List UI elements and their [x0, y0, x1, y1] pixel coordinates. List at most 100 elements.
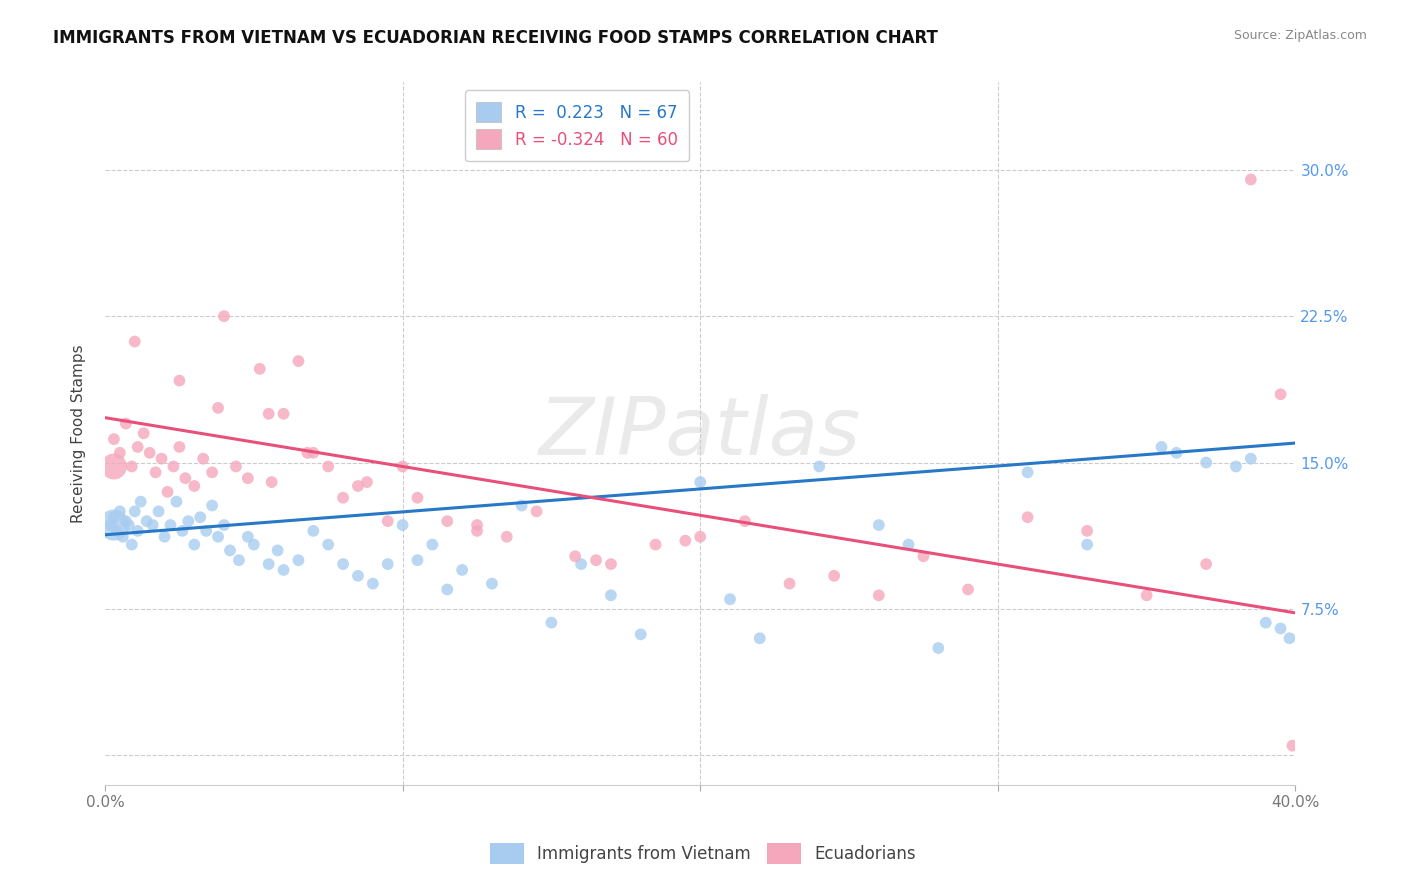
- Point: [1136, 588, 1159, 602]
- Point: [451, 563, 474, 577]
- Point: [135, 514, 157, 528]
- Point: [1076, 524, 1098, 538]
- Point: [287, 553, 309, 567]
- Point: [124, 334, 146, 349]
- Point: [188, 510, 211, 524]
- Point: [121, 537, 143, 551]
- Point: [169, 440, 191, 454]
- Legend: R =  0.223   N = 67, R = -0.324   N = 60: R = 0.223 N = 67, R = -0.324 N = 60: [464, 90, 689, 161]
- Point: [105, 524, 128, 538]
- Point: [957, 582, 980, 597]
- Point: [127, 440, 149, 454]
- Point: [912, 549, 935, 564]
- Point: [1150, 440, 1173, 454]
- Point: [243, 537, 266, 551]
- Point: [540, 615, 562, 630]
- Point: [868, 518, 890, 533]
- Point: [153, 530, 176, 544]
- Point: [108, 446, 131, 460]
- Point: [103, 459, 125, 474]
- Point: [1240, 451, 1263, 466]
- Point: [823, 569, 845, 583]
- Y-axis label: Receiving Food Stamps: Receiving Food Stamps: [72, 344, 86, 523]
- Point: [183, 537, 205, 551]
- Point: [273, 563, 295, 577]
- Point: [150, 451, 173, 466]
- Point: [1225, 459, 1247, 474]
- Point: [569, 557, 592, 571]
- Point: [193, 451, 215, 466]
- Point: [142, 518, 165, 533]
- Point: [162, 459, 184, 474]
- Point: [100, 518, 122, 533]
- Point: [436, 582, 458, 597]
- Point: [108, 504, 131, 518]
- Point: [212, 518, 235, 533]
- Point: [228, 553, 250, 567]
- Point: [718, 592, 741, 607]
- Point: [689, 530, 711, 544]
- Point: [129, 494, 152, 508]
- Point: [121, 459, 143, 474]
- Point: [219, 543, 242, 558]
- Point: [1166, 446, 1188, 460]
- Point: [585, 553, 607, 567]
- Point: [1240, 172, 1263, 186]
- Point: [165, 494, 187, 508]
- Point: [201, 466, 224, 480]
- Point: [347, 479, 370, 493]
- Point: [1254, 615, 1277, 630]
- Point: [748, 632, 770, 646]
- Point: [332, 557, 354, 571]
- Point: [644, 537, 666, 551]
- Point: [356, 475, 378, 489]
- Point: [1270, 622, 1292, 636]
- Point: [406, 553, 429, 567]
- Point: [132, 426, 155, 441]
- Point: [1017, 466, 1039, 480]
- Point: [391, 459, 413, 474]
- Point: [273, 407, 295, 421]
- Point: [169, 374, 191, 388]
- Point: [1195, 456, 1218, 470]
- Point: [207, 401, 229, 415]
- Point: [212, 309, 235, 323]
- Point: [1278, 632, 1301, 646]
- Point: [1076, 537, 1098, 551]
- Point: [156, 484, 179, 499]
- Point: [260, 475, 283, 489]
- Point: [118, 518, 141, 533]
- Text: Source: ZipAtlas.com: Source: ZipAtlas.com: [1233, 29, 1367, 43]
- Point: [689, 475, 711, 489]
- Point: [111, 530, 134, 544]
- Point: [236, 471, 259, 485]
- Point: [266, 543, 288, 558]
- Point: [127, 524, 149, 538]
- Point: [225, 459, 247, 474]
- Point: [422, 537, 444, 551]
- Point: [600, 588, 623, 602]
- Point: [114, 417, 136, 431]
- Point: [495, 530, 517, 544]
- Point: [145, 466, 167, 480]
- Point: [436, 514, 458, 528]
- Point: [183, 479, 205, 493]
- Point: [1270, 387, 1292, 401]
- Point: [302, 446, 325, 460]
- Point: [114, 514, 136, 528]
- Point: [103, 518, 125, 533]
- Point: [297, 446, 319, 460]
- Point: [138, 446, 160, 460]
- Point: [377, 514, 399, 528]
- Point: [207, 530, 229, 544]
- Text: IMMIGRANTS FROM VIETNAM VS ECUADORIAN RECEIVING FOOD STAMPS CORRELATION CHART: IMMIGRANTS FROM VIETNAM VS ECUADORIAN RE…: [53, 29, 938, 47]
- Point: [868, 588, 890, 602]
- Point: [257, 407, 280, 421]
- Point: [391, 518, 413, 533]
- Point: [236, 530, 259, 544]
- Point: [287, 354, 309, 368]
- Point: [779, 576, 801, 591]
- Text: ZIPatlas: ZIPatlas: [538, 394, 862, 472]
- Point: [201, 499, 224, 513]
- Point: [103, 432, 125, 446]
